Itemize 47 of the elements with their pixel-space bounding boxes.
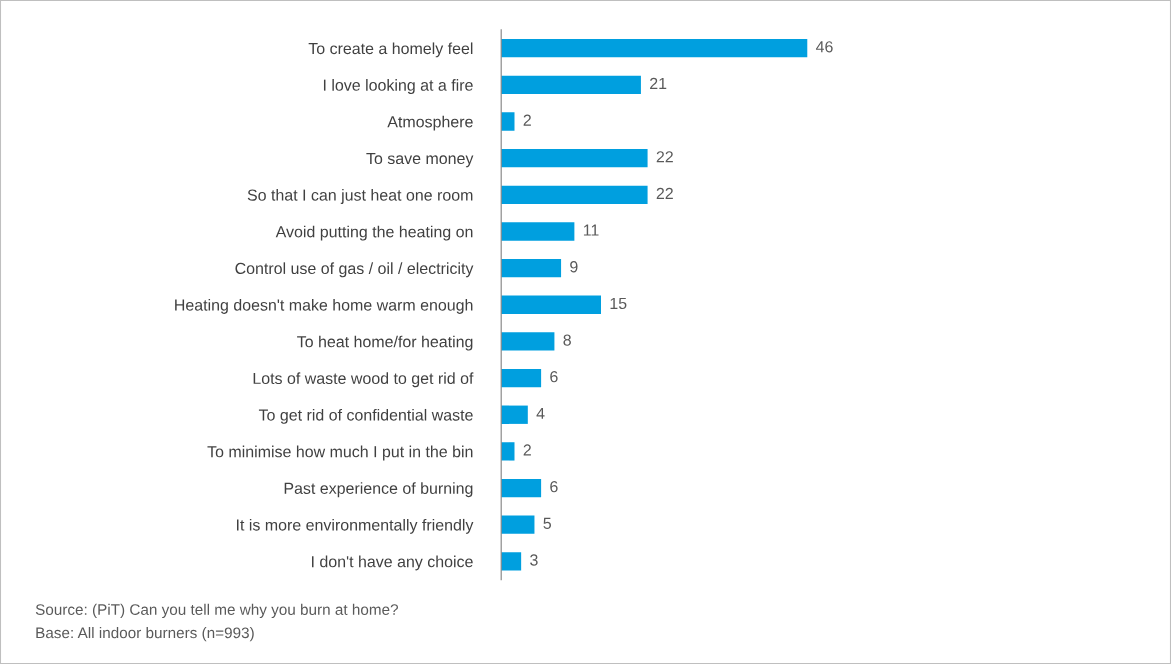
data-label: 6: [550, 481, 558, 493]
bar: [501, 185, 648, 204]
y-tick-label: I don't have any choice: [312, 555, 473, 571]
bar: [501, 442, 515, 461]
data-label: 22: [656, 187, 673, 199]
y-tick-label: Atmosphere: [387, 115, 473, 131]
y-tick-label: Past experience of burning: [284, 482, 473, 498]
bar: [501, 332, 555, 351]
bar: [501, 295, 601, 314]
y-tick-label: Control use of gas / oil / electricity: [235, 262, 474, 278]
source-note: Source: (PiT) Can you tell me why you burn at home?: [35, 603, 398, 618]
text: Base: All indoor burners (n=993): [36, 627, 254, 642]
y-tick-label: Heating doesn't make home warm enough: [175, 298, 473, 314]
data-label: 22: [656, 151, 673, 163]
data-label: 46: [815, 41, 833, 53]
y-tick-label: It is more environmentally friendly: [237, 518, 474, 534]
bar: [501, 405, 528, 424]
y-tick-label: To get rid of confidential waste: [258, 408, 473, 424]
bar: [501, 222, 575, 241]
bar: [501, 149, 648, 168]
y-tick-label: I love looking at a fire: [323, 79, 473, 94]
bar: [501, 552, 522, 571]
y-tick-label: Avoid putting the heating on: [275, 225, 473, 241]
bar: [501, 39, 808, 58]
data-label: 4: [536, 407, 545, 419]
data-label: 8: [563, 334, 571, 346]
data-label: 3: [530, 554, 538, 566]
y-tick-label: To heat home/for heating: [297, 335, 473, 351]
bar: [501, 75, 641, 95]
bar: [501, 515, 535, 534]
y-tick-label: To create a homely feel: [308, 42, 473, 58]
y-tick-label: To minimise how much I put in the bin: [207, 445, 473, 461]
bar: [501, 112, 515, 131]
data-label: 5: [543, 517, 552, 529]
bar: [501, 478, 542, 498]
data-label: 15: [610, 297, 627, 310]
y-tick-label: Lots of waste wood to get rid of: [253, 372, 474, 388]
data-label: 9: [570, 261, 578, 273]
bar: [501, 258, 562, 278]
data-label: 2: [523, 114, 531, 126]
y-tick-label: So that I can just heat one room: [247, 189, 473, 204]
bar: [501, 368, 542, 388]
data-label: 11: [583, 224, 599, 236]
data-label: 2: [523, 444, 531, 456]
data-label: 6: [550, 371, 558, 383]
data-label: 21: [650, 77, 667, 89]
y-tick-label: To save money: [366, 152, 474, 168]
